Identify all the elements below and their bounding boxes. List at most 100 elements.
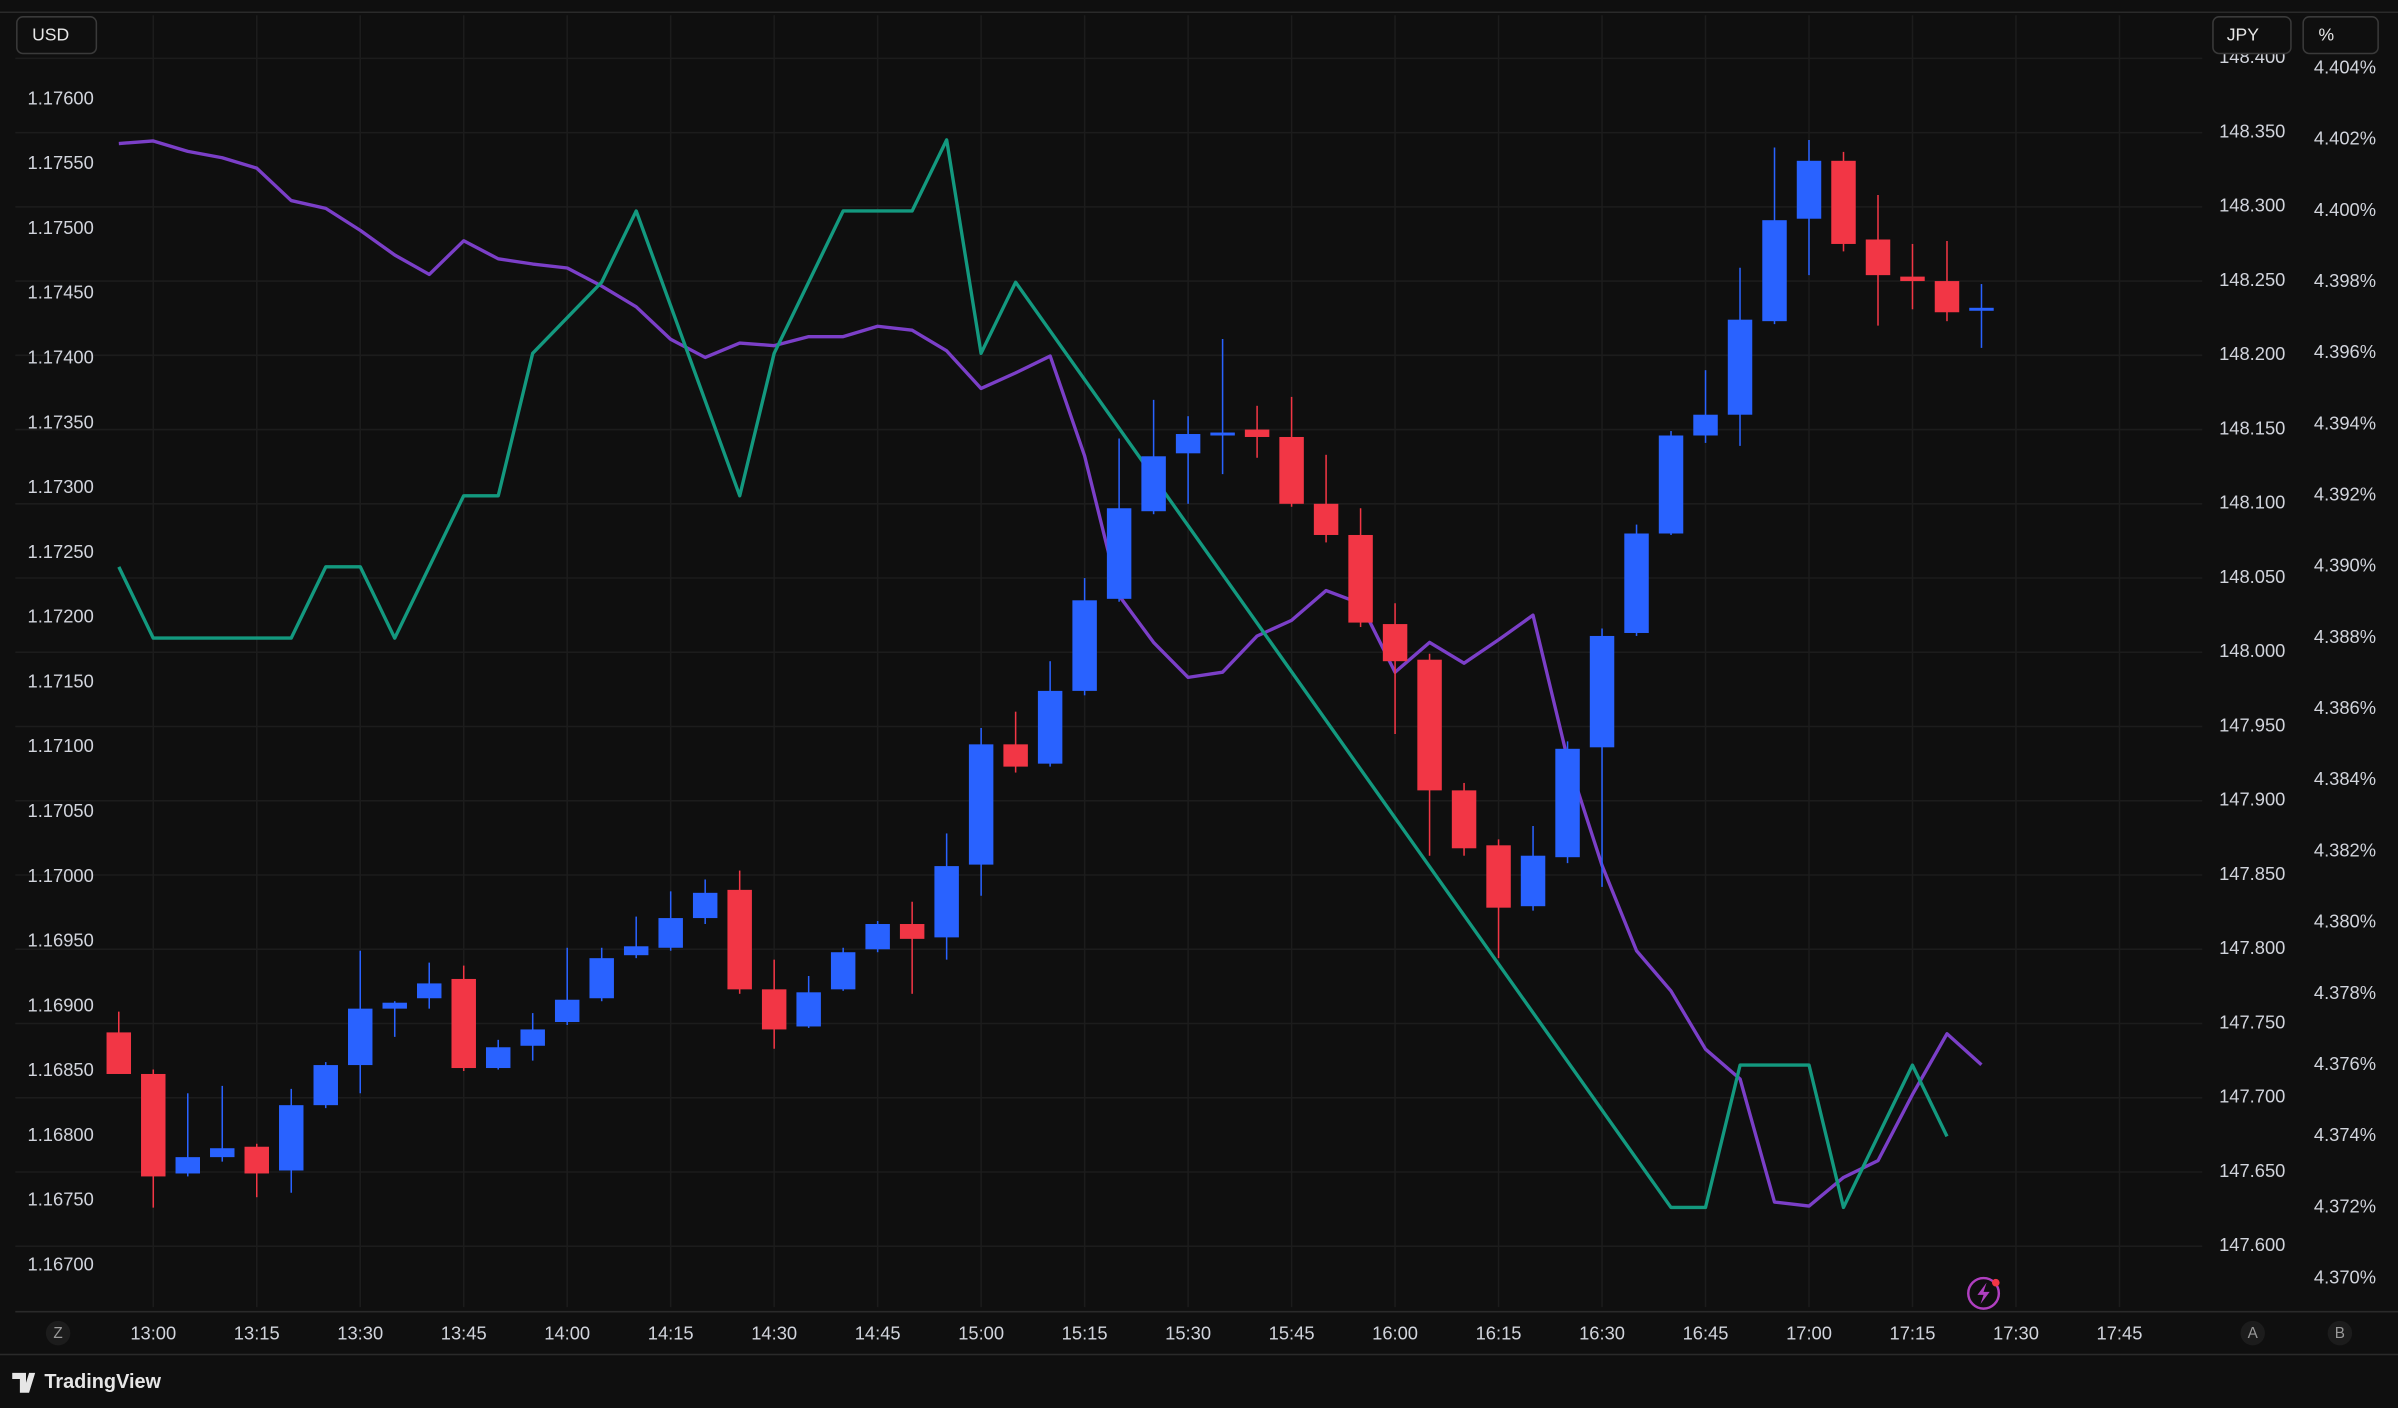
y2-tick-label: 147.850 (2219, 863, 2285, 884)
x-tick-label: 16:30 (1579, 1322, 1625, 1343)
y-tick-label: 1.16800 (28, 1124, 94, 1145)
currency-button[interactable] (16, 16, 98, 55)
candle-body (1658, 435, 1684, 534)
y2-tick-label: 148.050 (2219, 566, 2285, 587)
candle-body (761, 989, 787, 1030)
y-tick-label: 1.16950 (28, 930, 94, 951)
candle-body (1072, 600, 1097, 691)
x-tick-label: 17:15 (1890, 1322, 1936, 1343)
y2-tick-label: 147.800 (2219, 937, 2285, 958)
candle-body (865, 924, 890, 950)
candle-body (1348, 534, 1373, 623)
candle-body (968, 744, 994, 865)
candle-body (1486, 845, 1511, 908)
candle-body (210, 1148, 235, 1158)
candle-body (451, 978, 476, 1069)
candle-body (279, 1105, 304, 1171)
candle-body (1831, 160, 1856, 244)
alert-icon[interactable] (1967, 1276, 2001, 1310)
x-tick-label: 17:30 (1993, 1322, 2039, 1343)
y-tick-label: 1.17000 (28, 865, 94, 886)
x-tick-label: 16:00 (1372, 1322, 1418, 1343)
y3-tick-label: 4.384% (2314, 768, 2376, 789)
x-tick-label: 13:00 (130, 1322, 176, 1343)
candle-body (658, 918, 683, 948)
overlay: USD JPY % Z A B TradingView (12, 16, 2379, 1393)
auto-button[interactable] (2240, 1320, 2265, 1346)
candle-body (485, 1047, 511, 1069)
y3-tick-label: 4.404% (2314, 57, 2376, 78)
zoom-label[interactable]: Z (53, 1325, 62, 1342)
candle-body (1106, 508, 1132, 599)
y3-tick-label: 4.370% (2314, 1266, 2376, 1287)
candle-body (1279, 436, 1304, 504)
candle-body (1624, 533, 1649, 633)
candle-body (520, 1029, 545, 1046)
y2-tick-label: 148.000 (2219, 640, 2285, 661)
y3-tick-label: 4.402% (2314, 128, 2376, 149)
auto-label[interactable]: A (2248, 1325, 2259, 1342)
x-tick-label: 13:45 (441, 1322, 487, 1343)
candle-body (1900, 276, 1925, 282)
candle-body (1037, 690, 1063, 764)
y-tick-label: 1.17500 (28, 217, 94, 238)
y2-tick-label: 147.650 (2219, 1160, 2285, 1181)
y2-tick-label: 148.150 (2219, 417, 2285, 438)
brand-name[interactable]: TradingView (44, 1371, 161, 1393)
candle-body (1762, 220, 1787, 322)
y3-tick-label: 4.394% (2314, 412, 2376, 433)
candle-body (1451, 790, 1477, 849)
candle-body (1693, 414, 1718, 436)
candle-body (1589, 635, 1615, 748)
y-tick-label: 1.17400 (28, 346, 94, 367)
x-tick-label: 14:45 (855, 1322, 901, 1343)
y-tick-label: 1.16700 (28, 1253, 94, 1274)
scale-button[interactable] (2327, 1320, 2353, 1346)
y3-tick-label: 4.388% (2314, 626, 2376, 647)
currency-button[interactable] (2212, 16, 2292, 55)
x-tick-label: 15:15 (1062, 1322, 1108, 1343)
y-tick-label: 1.17550 (28, 152, 94, 173)
candle-body (796, 992, 821, 1027)
candle-body (1210, 432, 1235, 436)
scale-label[interactable]: B (2335, 1325, 2345, 1342)
candle-body (589, 958, 614, 999)
y3-tick-label: 4.396% (2314, 341, 2376, 362)
y3-tick-label: 4.400% (2314, 199, 2376, 220)
y2-tick-label: 148.100 (2219, 492, 2285, 513)
candle-body (554, 999, 580, 1023)
candle-body (1934, 281, 1960, 313)
currency-label[interactable]: USD (32, 25, 69, 45)
y3-tick-label: 4.390% (2314, 555, 2376, 576)
candle-body (830, 952, 856, 990)
y-tick-label: 1.17350 (28, 411, 94, 432)
currency-label[interactable]: JPY (2227, 25, 2260, 45)
y3-tick-label: 4.398% (2314, 270, 2376, 291)
unit-label[interactable]: % (2318, 25, 2334, 45)
candle-body (1003, 744, 1028, 767)
candle-body (1969, 307, 1994, 311)
candle-body (1555, 748, 1580, 858)
candle-body (1175, 434, 1201, 454)
y3-tick-label: 4.376% (2314, 1053, 2376, 1074)
candle-body (1141, 456, 1166, 512)
y2-tick-label: 148.300 (2219, 195, 2285, 216)
alert-bolt (1977, 1282, 1990, 1305)
line-series (118, 139, 1983, 1208)
candle-body (727, 889, 752, 990)
candle-body (1727, 319, 1753, 415)
y-tick-label: 1.16850 (28, 1059, 94, 1080)
y2-tick-label: 147.950 (2219, 714, 2285, 735)
candle-body (1313, 503, 1339, 535)
candle-body (141, 1073, 166, 1177)
zoom-button[interactable] (45, 1320, 71, 1346)
y2-tick-label: 147.600 (2219, 1234, 2285, 1255)
y3-tick-label: 4.386% (2314, 697, 2376, 718)
x-tick-label: 14:00 (544, 1322, 590, 1343)
unit-button[interactable] (2302, 16, 2379, 55)
candle-body (692, 892, 718, 919)
footer (0, 1356, 2398, 1408)
